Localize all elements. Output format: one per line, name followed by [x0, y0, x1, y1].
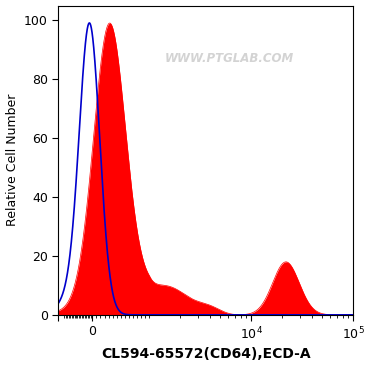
X-axis label: CL594-65572(CD64),ECD-A: CL594-65572(CD64),ECD-A	[101, 348, 310, 361]
Y-axis label: Relative Cell Number: Relative Cell Number	[6, 94, 18, 226]
Text: WWW.PTGLAB.COM: WWW.PTGLAB.COM	[165, 52, 294, 65]
